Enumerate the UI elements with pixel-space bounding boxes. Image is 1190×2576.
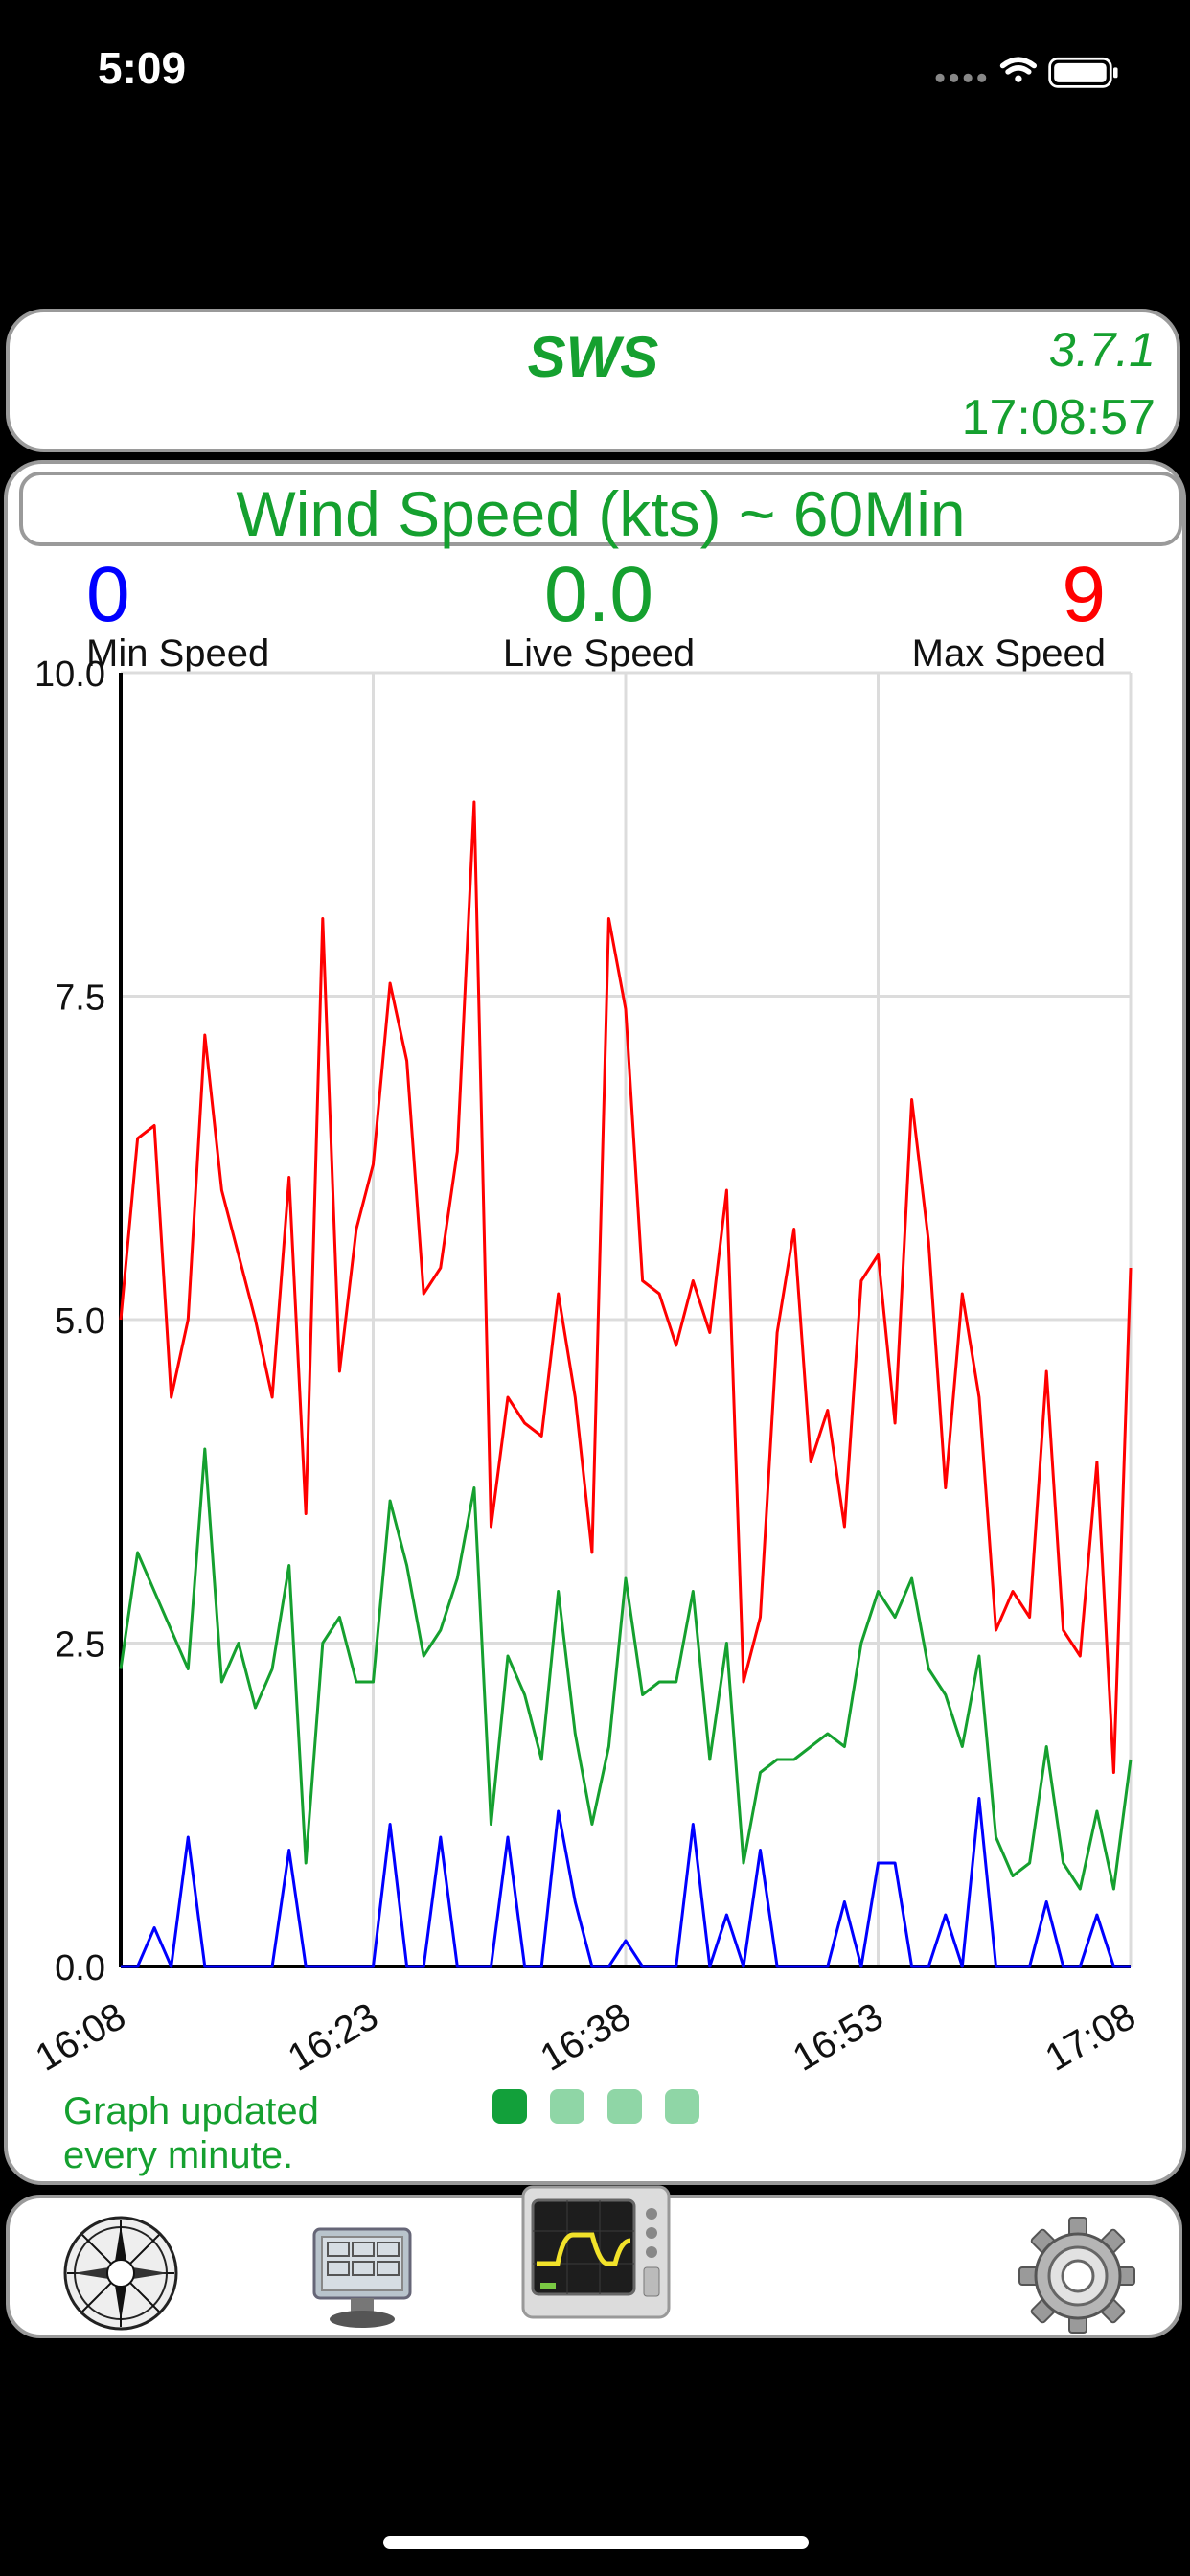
series-line-1 xyxy=(119,800,1133,1774)
min-speed-value: 0 xyxy=(86,551,130,638)
series-line-2 xyxy=(119,1447,1133,1891)
battery-icon xyxy=(1048,57,1118,88)
app-clock: 17:08:57 xyxy=(961,390,1156,446)
header-panel: SWS 3.7.1 17:08:57 xyxy=(6,309,1180,452)
graph-title: Wind Speed (kts) ~ 60Min xyxy=(236,478,966,549)
compass-icon xyxy=(63,2216,178,2331)
wind-speed-chart: 0.0 2.5 5.0 7.5 10.0 16:08 16:23 16:38 16:53 17:0… xyxy=(29,655,1143,2080)
status-time: 5:09 xyxy=(98,43,187,93)
max-speed-label: Max Speed xyxy=(911,632,1106,675)
wifi-icon xyxy=(999,57,1037,82)
x-tick-label: 16:38 xyxy=(534,1995,638,2080)
graph-title-box: Wind Speed (kts) ~ 60Min xyxy=(19,472,1182,549)
page-indicator[interactable] xyxy=(492,2089,722,2128)
y-tick-label: 2.5 xyxy=(55,1625,105,1666)
home-indicator[interactable] xyxy=(383,2536,809,2549)
update-note-line2: every minute. xyxy=(63,2134,294,2176)
monitor-icon xyxy=(312,2227,412,2328)
min-speed-label: Min Speed xyxy=(86,632,270,675)
page-dot-3[interactable] xyxy=(607,2089,642,2124)
settings-tab[interactable] xyxy=(1018,2216,1138,2336)
update-note-line1: Graph updated xyxy=(63,2090,319,2132)
gear-icon xyxy=(1018,2217,1135,2334)
tab-bar xyxy=(6,2185,1182,2340)
app-version: 3.7.1 xyxy=(1048,323,1156,377)
update-note: Graph updated every minute. xyxy=(63,2089,319,2177)
y-tick-label: 0.0 xyxy=(55,1948,105,1989)
page-dot-4[interactable] xyxy=(665,2089,699,2124)
page-dot-2[interactable] xyxy=(550,2089,584,2124)
graph-panel: Wind Speed (kts) ~ 60Min 0 Min Speed 0.0… xyxy=(4,460,1186,2185)
instruments-tab[interactable] xyxy=(309,2220,423,2334)
x-tick-label: 16:23 xyxy=(281,1995,385,2080)
app-title: SWS xyxy=(527,325,659,389)
x-tick-label: 17:08 xyxy=(1039,1995,1143,2080)
status-icons xyxy=(935,57,1118,88)
page-dot-1[interactable] xyxy=(492,2089,527,2124)
live-speed-label: Live Speed xyxy=(502,632,696,675)
x-tick-label: 16:08 xyxy=(29,1995,133,2080)
series-line-3 xyxy=(121,1797,1131,1968)
graph-tab[interactable] xyxy=(519,2183,673,2327)
live-speed-value: 0.0 xyxy=(544,551,653,638)
signal-icon xyxy=(935,73,987,82)
y-tick-label: 7.5 xyxy=(55,978,105,1019)
status-bar: 5:09 xyxy=(0,0,1190,144)
y-tick-label: 5.0 xyxy=(55,1301,105,1342)
max-speed-value: 9 xyxy=(1062,551,1106,638)
oscilloscope-icon xyxy=(521,2185,671,2319)
y-tick-label: 10.0 xyxy=(34,655,105,695)
x-tick-label: 16:53 xyxy=(786,1995,890,2080)
compass-tab[interactable] xyxy=(63,2216,188,2340)
